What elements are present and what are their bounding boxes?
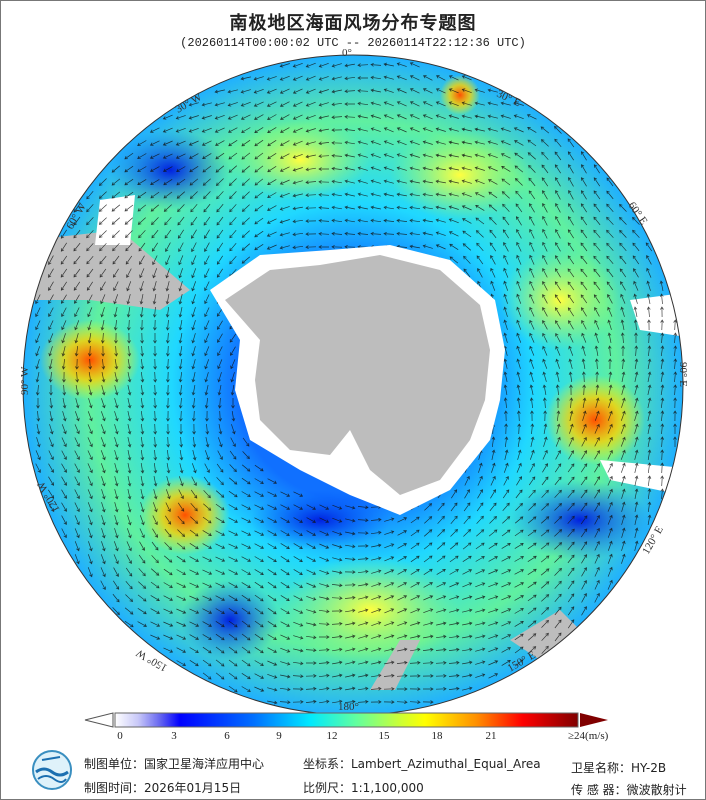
tasmania-australia-land — [510, 610, 580, 660]
colorbar-max-value: ≥24 — [568, 730, 586, 742]
colorbar-max-label: ≥24(m/s) — [568, 730, 608, 742]
antarctica — [210, 245, 505, 515]
agency-logo — [32, 750, 72, 790]
footer-satellite: 卫星名称：HY-2B — [571, 761, 667, 775]
colorbar-max-arrow — [580, 713, 608, 727]
lon-label-90e: 90° E — [677, 362, 689, 387]
footer-crs: 坐标系：Lambert_Azimuthal_Equal_Area — [303, 757, 541, 771]
colorbar-tick: 0 — [117, 730, 123, 742]
colorbar-tick: 12 — [326, 730, 338, 742]
footer-sensor: 传 感 器：微波散射计 — [571, 783, 687, 797]
colorbar — [84, 712, 608, 728]
colorbar-gradient — [114, 712, 579, 728]
map-title: 南极地区海面风场分布专题图 — [229, 13, 477, 34]
colorbar-unit: (m/s) — [585, 730, 609, 742]
colorbar-tick: 18 — [431, 730, 443, 742]
new-zealand-land — [370, 640, 420, 690]
lon-label-0: 0° — [342, 47, 352, 59]
footer-org: 制图单位：国家卫星海洋应用中心 — [84, 757, 265, 771]
colorbar-tick: 15 — [378, 730, 390, 742]
footer-date: 制图时间：2026年01月15日 — [84, 781, 242, 795]
lon-label-180: 180° — [338, 701, 359, 713]
colorbar-tick: 21 — [485, 730, 497, 742]
colorbar-tick: 9 — [276, 730, 282, 742]
antarctica-land — [225, 255, 490, 495]
footer-scale: 比例尺：1:1,100,000 — [303, 781, 424, 795]
colorbar-tick: 3 — [171, 730, 177, 742]
lon-label-90w: 90° W — [19, 366, 31, 395]
colorbar-min-arrow — [84, 712, 114, 728]
map-time-range: (20260114T00:00:02 UTC -- 20260114T22:12… — [180, 36, 526, 50]
colorbar-tick: 6 — [224, 730, 230, 742]
